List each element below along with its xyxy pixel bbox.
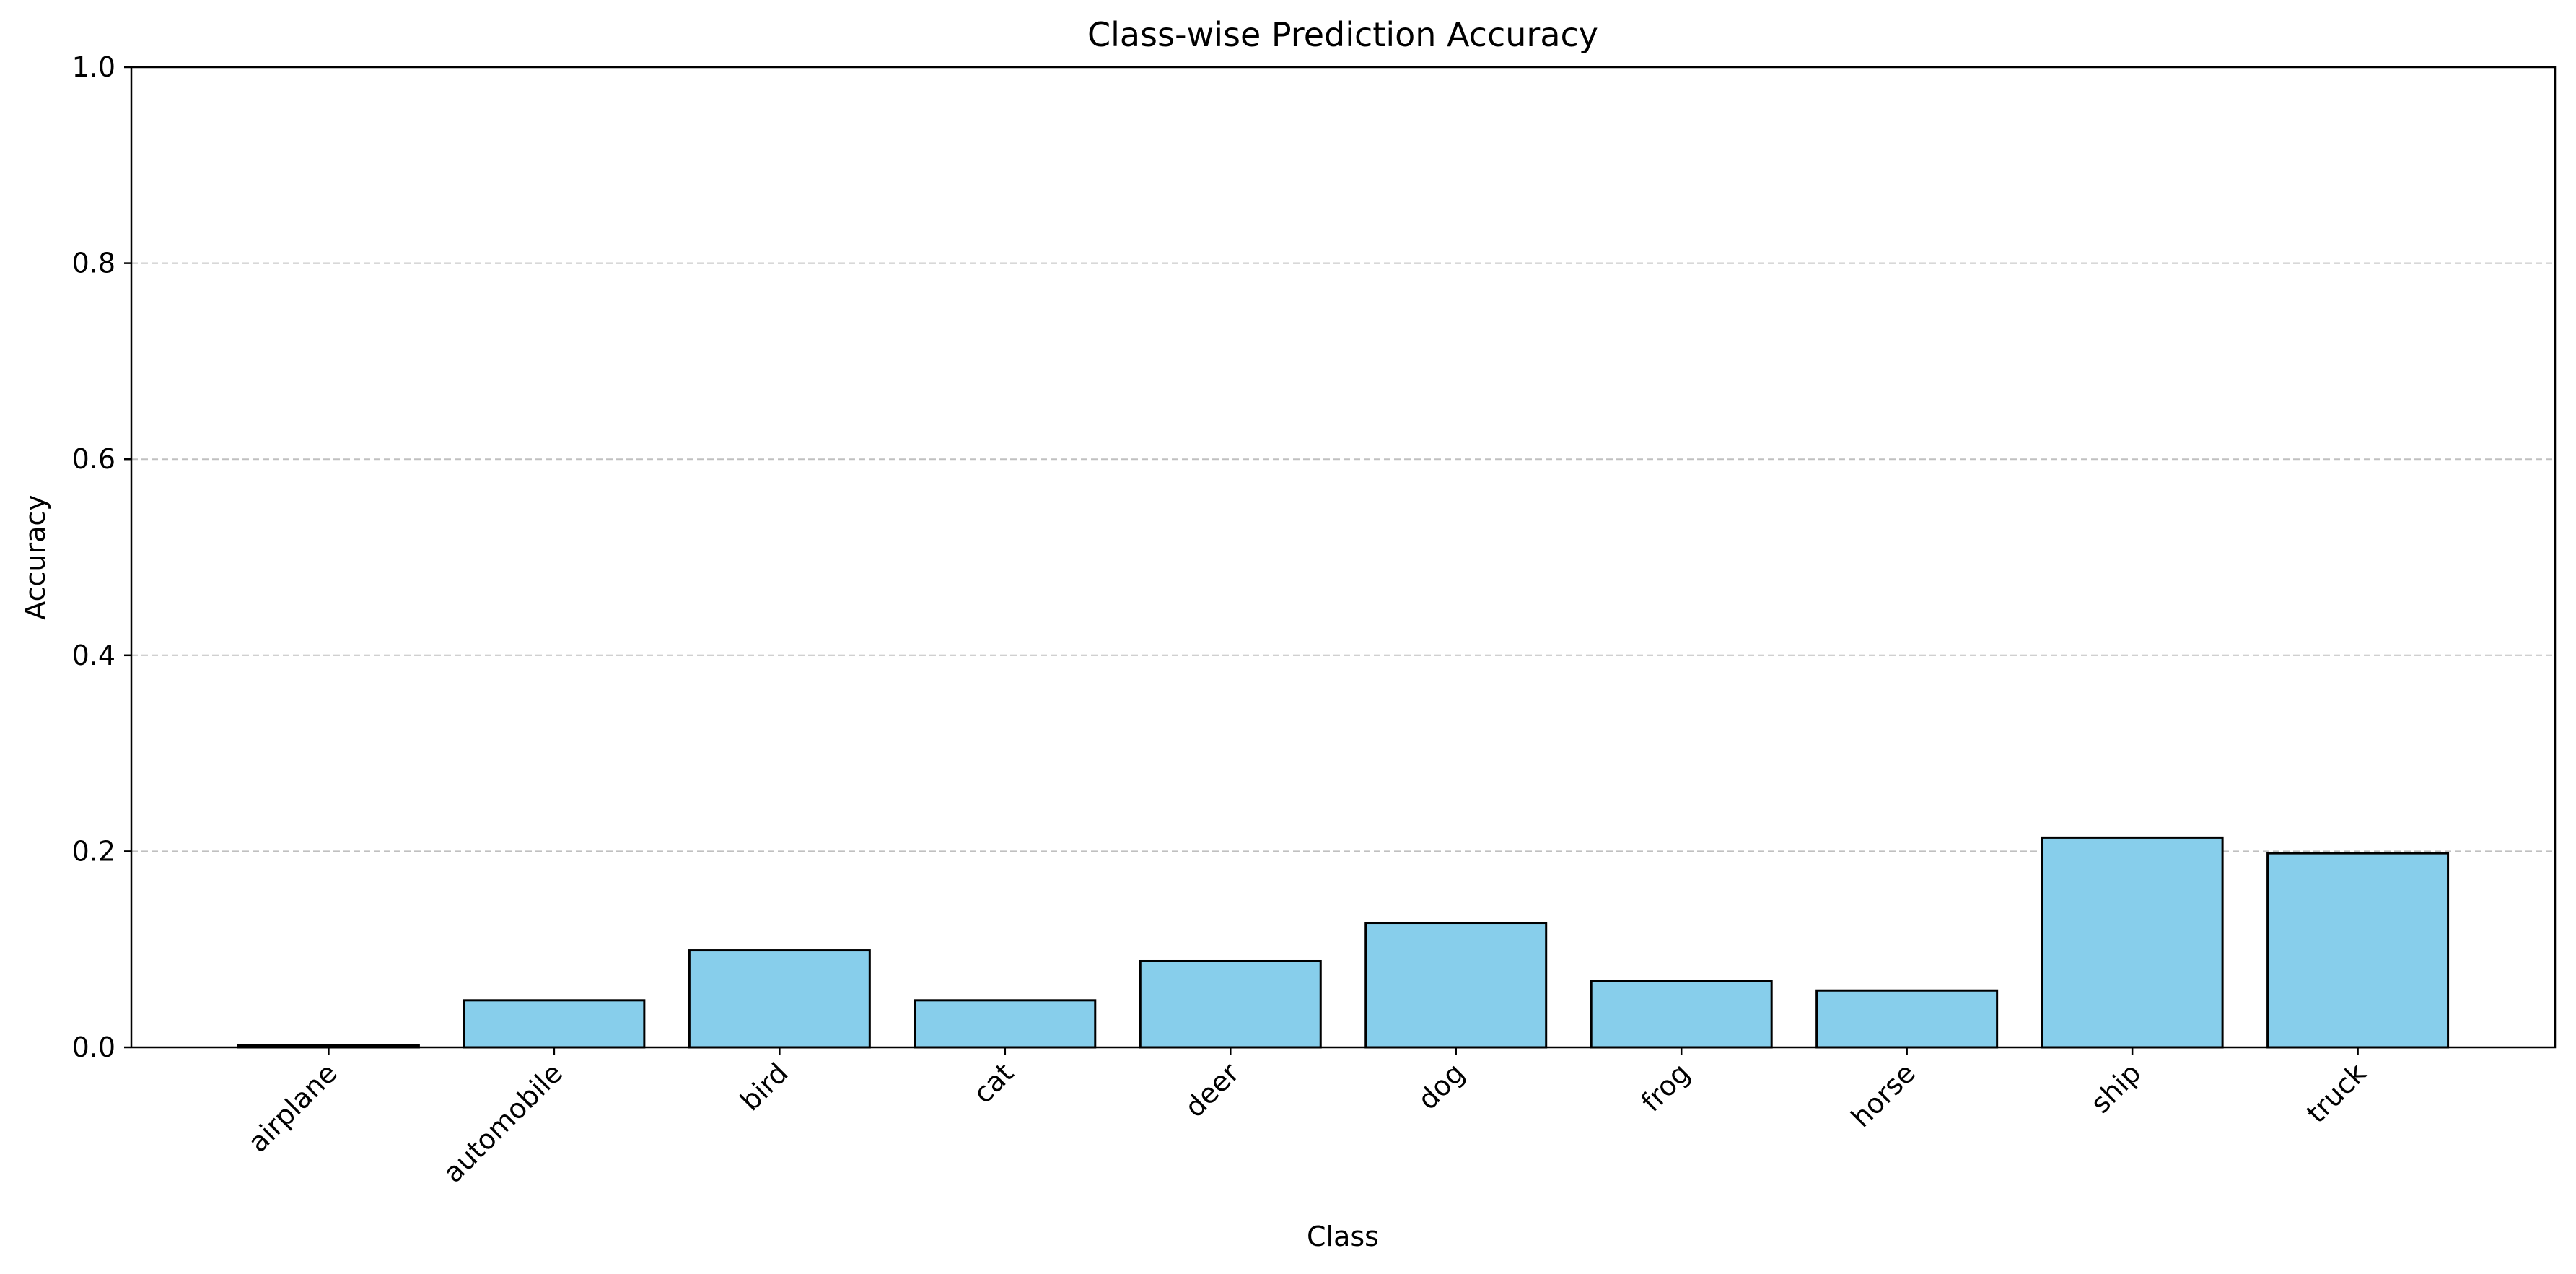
bar-cat xyxy=(914,999,1097,1049)
chart-title: Class-wise Prediction Accuracy xyxy=(1087,15,1598,54)
y-tick-label: 0.0 xyxy=(72,1031,115,1063)
x-tick-label-horse: horse xyxy=(1845,1057,1922,1133)
bar-automobile xyxy=(463,999,646,1049)
grid-lines xyxy=(131,262,2555,852)
y-tick-label: 0.6 xyxy=(72,443,115,475)
bar-horse xyxy=(1815,989,1999,1049)
bar-bird xyxy=(688,949,871,1049)
x-tick-label-ship: ship xyxy=(2085,1057,2147,1120)
x-tick-label-deer: deer xyxy=(1178,1057,1245,1124)
x-ticks: airplane automobile bird cat deer dog frog hors… xyxy=(242,1047,2373,1189)
x-tick-label-airplane: airplane xyxy=(242,1057,343,1159)
x-tick-label-frog: frog xyxy=(1635,1057,1696,1118)
x-tick-label-cat: cat xyxy=(967,1057,1020,1109)
x-tick-label-automobile: automobile xyxy=(437,1057,569,1189)
x-axis-label: Class xyxy=(1307,1221,1379,1252)
bar-frog xyxy=(1590,980,1773,1049)
x-tick-label-bird: bird xyxy=(734,1057,794,1117)
y-ticks: 0.0 0.2 0.4 0.6 0.8 1.0 xyxy=(72,51,131,1063)
y-axis-label: Accuracy xyxy=(19,494,51,620)
y-tick-label: 0.2 xyxy=(72,835,115,867)
plot-frame xyxy=(130,66,2557,1049)
y-tick-label: 0.8 xyxy=(72,248,115,279)
y-tick-label: 0.4 xyxy=(72,640,115,671)
bar-truck xyxy=(2266,852,2450,1049)
x-tick-label-truck: truck xyxy=(2300,1057,2373,1129)
x-tick-label-dog: dog xyxy=(1411,1057,1471,1116)
bar-dog xyxy=(1364,922,1548,1049)
y-tick-label: 1.0 xyxy=(72,51,115,83)
bar-ship xyxy=(2041,836,2224,1049)
bar-deer xyxy=(1139,959,1322,1049)
bars xyxy=(237,836,2450,1049)
